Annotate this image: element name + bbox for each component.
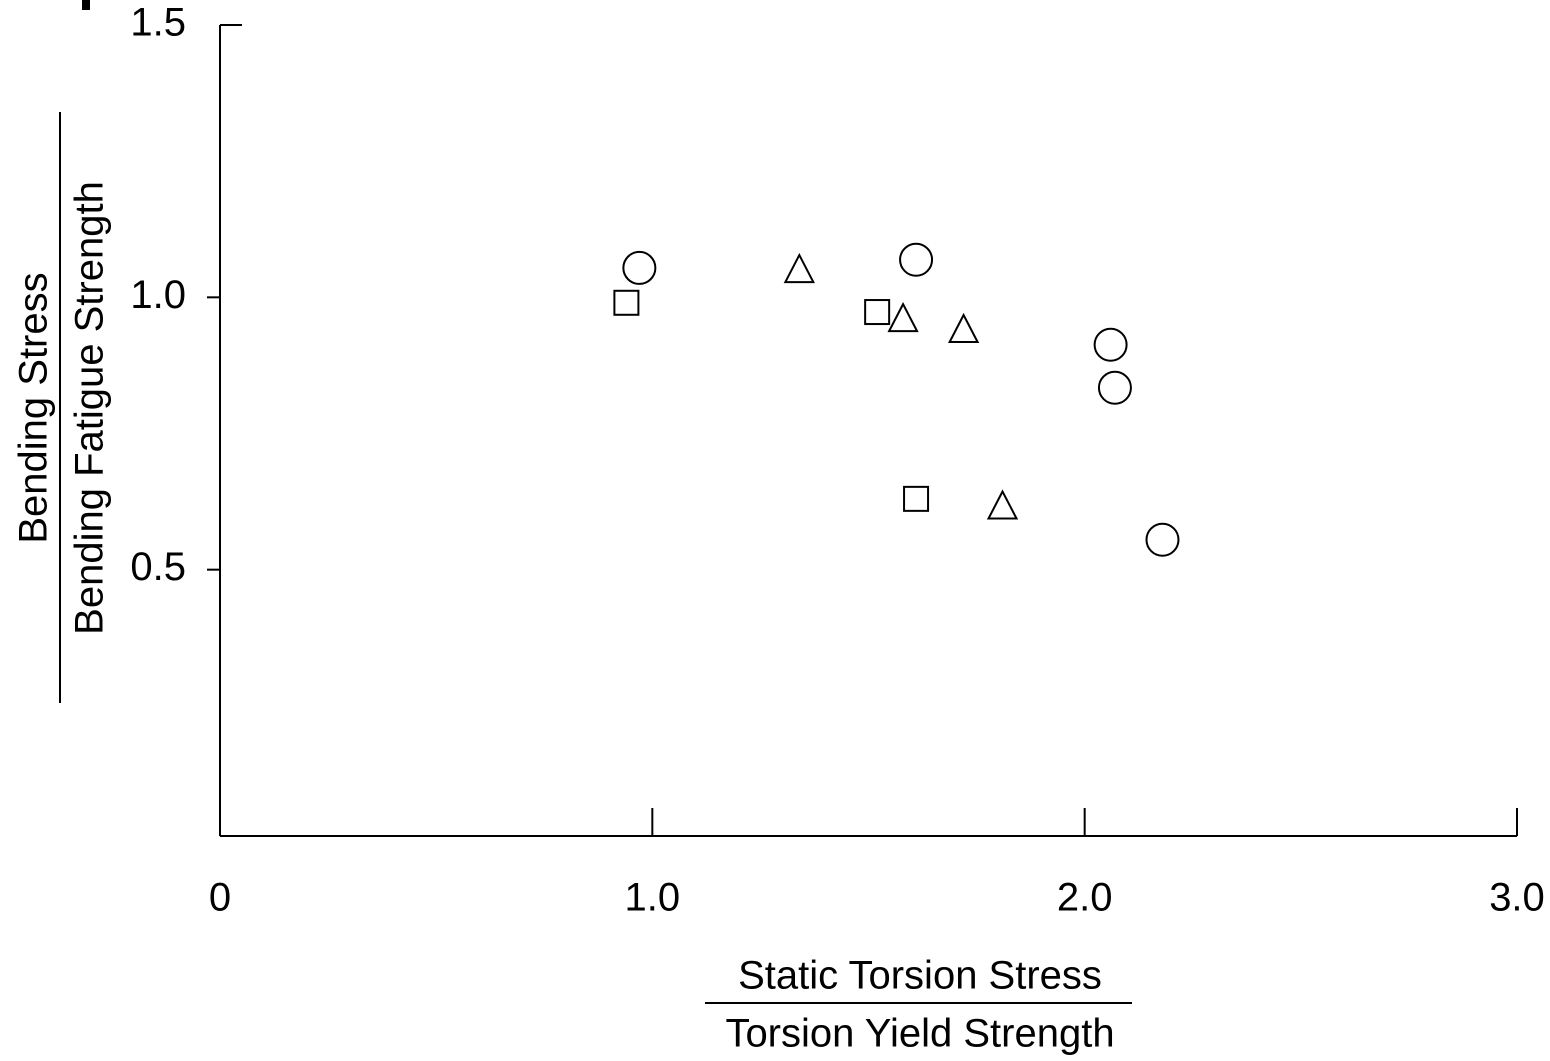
y-tick-label: 0.5 xyxy=(130,545,186,589)
x-label-numerator: Static Torsion Stress xyxy=(738,954,1102,998)
x-tick-label: 3.0 xyxy=(1489,876,1545,920)
triangle-point xyxy=(947,312,980,344)
circle-point xyxy=(1097,370,1132,405)
y-tick-label: 1.5 xyxy=(130,1,186,45)
square-point xyxy=(864,299,891,326)
y-label-denominator: Bending Fatigue Strength xyxy=(68,181,112,635)
circle-point xyxy=(1145,522,1180,557)
triangle-point xyxy=(783,252,815,284)
x-tick-label: 1.0 xyxy=(625,876,681,920)
x-tick-label: 0 xyxy=(209,876,231,920)
triangle-point xyxy=(887,301,919,333)
x-tick-label: 2.0 xyxy=(1057,876,1113,920)
circle-point xyxy=(1093,327,1128,362)
circle-point xyxy=(622,250,657,285)
corner-mark xyxy=(82,0,90,10)
x-label-denominator: Torsion Yield Strength xyxy=(725,1012,1114,1056)
square-point xyxy=(903,485,930,512)
triangle-point xyxy=(986,489,1019,520)
y-label-numerator: Bending Stress xyxy=(12,272,56,543)
square-point xyxy=(613,289,640,316)
y-tick-label: 1.0 xyxy=(130,273,186,317)
circle-point xyxy=(899,242,934,277)
